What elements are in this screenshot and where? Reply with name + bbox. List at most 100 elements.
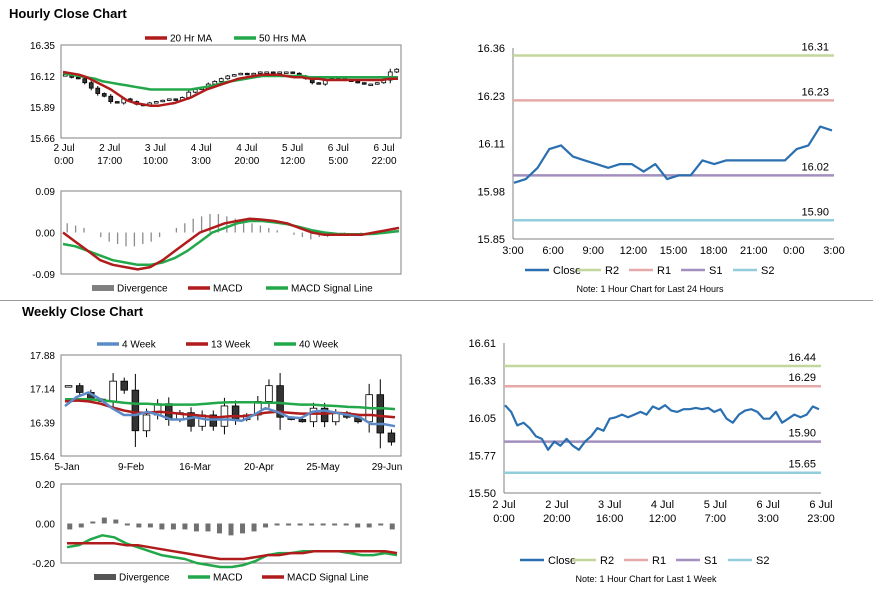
weekly-divergence-bar xyxy=(136,523,142,528)
weekly-signal-line xyxy=(67,542,398,561)
hourly-close-level-label-s2: 15.90 xyxy=(801,206,829,218)
hourly-candle-body xyxy=(101,93,107,97)
weekly-close-ytick: 15.50 xyxy=(468,488,496,500)
weekly-close-note: Note: 1 Hour Chart for Last 1 Week xyxy=(576,574,717,584)
hourly-close-xtick: 3:00 xyxy=(502,245,523,257)
hourly-close-ytick: 16.23 xyxy=(477,91,505,103)
hourly-close-xtick: 12:00 xyxy=(620,245,648,257)
weekly-close-ytick: 16.05 xyxy=(468,413,496,425)
hourly-price-xtick-time: 0:00 xyxy=(54,156,74,167)
hourly-candle-body xyxy=(218,78,224,82)
hourly-close-level-label-r2: 16.31 xyxy=(801,41,829,53)
weekly-macd-ytick: 0.00 xyxy=(36,520,56,531)
weekly-close-level-label-s1: 15.90 xyxy=(788,428,816,440)
hourly-candle-body xyxy=(108,95,114,103)
hourly-signal-line xyxy=(62,219,400,267)
hourly-candle-body xyxy=(173,98,179,101)
weekly-divergence-bar xyxy=(355,523,361,528)
weekly-price-chart: 4 Week 13 Week 40 Week 17.88 17.14 16.39 15.64… xyxy=(30,340,403,474)
weekly-close-xtick-date: 3 Jul xyxy=(598,499,621,511)
weekly-close-legend-label: S1 xyxy=(704,555,717,567)
hourly-close-xtick: 0:00 xyxy=(783,245,804,257)
weekly-4wk-line xyxy=(64,391,396,428)
weekly-divergence-bar xyxy=(147,523,153,528)
hourly-price-xtick-time: 5:00 xyxy=(329,156,349,167)
hourly-candle-body xyxy=(361,82,367,85)
weekly-candle-body xyxy=(309,407,318,423)
weekly-close-xtick-time: 20:00 xyxy=(543,513,571,525)
weekly-close-xtick-date: 6 Jul xyxy=(809,499,832,511)
weekly-close-close-line xyxy=(504,404,820,451)
weekly-price-ytick: 17.14 xyxy=(30,385,55,396)
weekly-close-xtick-date: 6 Jul xyxy=(757,499,780,511)
hourly-candle-body xyxy=(355,80,361,84)
weekly-divergence-bar xyxy=(274,523,280,526)
weekly-close-legend-label: S2 xyxy=(756,555,769,567)
hourly-price-ytick: 16.35 xyxy=(30,41,55,52)
weekly-40wk-line xyxy=(65,397,396,411)
weekly-candle-body xyxy=(142,414,151,432)
legend-hourly-macd-label: MACD xyxy=(213,284,242,295)
legend-20hr-ma-label: 20 Hr MA xyxy=(170,34,213,45)
legend-weekly-divergence-label: Divergence xyxy=(119,573,170,584)
hourly-candle-body xyxy=(290,71,296,74)
legend-hourly-divergence-label: Divergence xyxy=(117,284,168,295)
hourly-close-xtick: 21:00 xyxy=(740,245,768,257)
hourly-macd-chart: 0.09 0.00 -0.09 Divergence MACD MACD Signal L… xyxy=(32,187,402,295)
weekly-divergence-bar xyxy=(67,523,73,530)
hourly-price-xtick-time: 22:00 xyxy=(371,156,396,167)
weekly-divergence-bar xyxy=(113,519,119,524)
weekly-divergence-bar xyxy=(205,523,211,532)
weekly-close-legend-label: R2 xyxy=(600,555,614,567)
hourly-close-xtick: 15:00 xyxy=(660,245,688,257)
weekly-divergence-bar xyxy=(78,523,84,528)
hourly-close-ytick: 16.36 xyxy=(477,43,505,55)
hourly-price-ytick: 16.12 xyxy=(30,72,55,83)
weekly-macd-plot-area xyxy=(60,483,402,564)
hourly-macd-ytick: 0.00 xyxy=(36,229,56,240)
weekly-close-ytick: 15.77 xyxy=(468,451,496,463)
hourly-macd-ytick: 0.09 xyxy=(36,187,56,198)
weekly-divergence-bar xyxy=(378,523,384,526)
hourly-candle-body xyxy=(244,72,250,76)
weekly-price-ytick: 17.88 xyxy=(30,351,55,362)
hourly-candle-body xyxy=(394,68,400,73)
weekly-candle-body xyxy=(276,385,284,418)
weekly-divergence-bar xyxy=(170,523,176,530)
weekly-close-xtick-time: 16:00 xyxy=(596,513,624,525)
section-divider xyxy=(0,300,873,301)
hourly-ma20-line xyxy=(62,70,398,107)
hourly-candle-body xyxy=(153,101,159,104)
weekly-price-xtick: 16-Mar xyxy=(179,462,211,473)
hourly-close-legend-label: S2 xyxy=(761,265,774,277)
legend-weekly-divergence-swatch xyxy=(94,574,116,580)
weekly-price-plot-area xyxy=(60,354,402,457)
hourly-price-xtick-date: 6 Jul xyxy=(328,143,349,154)
hourly-candle-body xyxy=(114,101,120,104)
hourly-macd-plot-area xyxy=(60,190,402,275)
weekly-macd-ytick: 0.20 xyxy=(36,480,56,491)
hourly-close-level-label-s1: 16.02 xyxy=(801,161,829,173)
weekly-macd-chart: 0.20 0.00 -0.20 Divergence MACD MACD Signal L… xyxy=(32,480,402,584)
hourly-candle-body xyxy=(160,99,166,103)
weekly-divergence-bar xyxy=(286,523,292,526)
weekly-close-xtick-date: 2 Jul xyxy=(492,499,515,511)
legend-weekly-macd-label: MACD xyxy=(213,573,242,584)
hourly-candle-body xyxy=(238,72,244,76)
hourly-candle-body xyxy=(231,74,237,77)
hourly-candle-body xyxy=(82,78,88,84)
weekly-price-xtick: 29-Jun xyxy=(372,462,403,473)
weekly-price-ytick: 15.64 xyxy=(30,452,55,463)
hourly-candle-body xyxy=(368,83,374,86)
hourly-close-24h-chart: 16.36 16.23 16.11 15.98 15.85 16.31 16.23 16.02… xyxy=(477,41,844,294)
hourly-price-xtick-time: 10:00 xyxy=(143,156,168,167)
weekly-divergence-bar xyxy=(389,523,395,530)
weekly-divergence-bar xyxy=(90,521,96,524)
weekly-divergence-bar xyxy=(309,523,315,526)
legend-13-week-label: 13 Week xyxy=(211,340,251,351)
hourly-candle-body xyxy=(251,72,257,76)
weekly-close-xtick-time: 7:00 xyxy=(705,513,726,525)
hourly-candle-body xyxy=(264,71,270,74)
hourly-section-title: Hourly Close Chart xyxy=(9,6,127,21)
